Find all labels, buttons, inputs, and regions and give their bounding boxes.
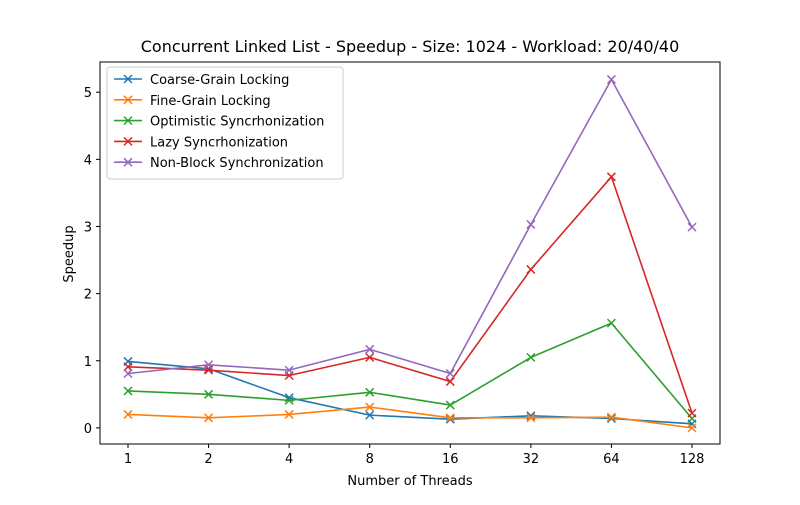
- data-point: [606, 318, 616, 328]
- y-tick-label: 1: [84, 355, 92, 370]
- data-point: [445, 400, 455, 410]
- data-point: [123, 386, 133, 396]
- data-point: [365, 387, 375, 397]
- data-point: [687, 222, 697, 232]
- data-point: [123, 409, 133, 419]
- y-tick-label: 4: [84, 153, 92, 168]
- legend-label: Optimistic Syncrhonization: [150, 115, 324, 130]
- data-point: [526, 352, 536, 362]
- x-tick-label: 8: [366, 452, 374, 467]
- x-tick-label: 32: [523, 452, 540, 467]
- chart-title: Concurrent Linked List - Speedup - Size:…: [141, 37, 680, 56]
- data-point: [606, 412, 616, 422]
- series-4: [123, 74, 697, 379]
- data-point: [526, 413, 536, 423]
- x-tick-label: 4: [285, 452, 293, 467]
- data-point: [526, 219, 536, 229]
- data-point: [365, 402, 375, 412]
- y-tick-label: 0: [84, 422, 92, 437]
- legend-label: Fine-Grain Locking: [150, 94, 271, 109]
- legend-box: [106, 66, 344, 180]
- axes-layer: 1 2 4 8 16 32 64 128 0 1 2 3 4 5: [84, 61, 721, 467]
- legend-entry: Coarse-Grain Locking: [114, 73, 289, 88]
- legend-entry: Lazy Syncrhonization: [114, 135, 288, 150]
- data-point: [284, 409, 294, 419]
- data-point: [606, 172, 616, 182]
- x-tick-label: 1: [124, 452, 132, 467]
- legend-label: Lazy Syncrhonization: [150, 135, 288, 150]
- x-tick-label: 2: [204, 452, 212, 467]
- legend-entry: Non-Block Synchronization: [114, 156, 324, 171]
- legend-marker: [123, 95, 133, 105]
- series-line: [127, 406, 693, 429]
- legend-label: Non-Block Synchronization: [150, 156, 324, 171]
- data-point: [365, 410, 375, 420]
- data-point: [365, 344, 375, 354]
- legend-marker: [123, 74, 133, 84]
- data-point: [123, 362, 133, 372]
- plot-frame: [99, 61, 721, 445]
- series-3: [123, 172, 697, 418]
- data-point: [445, 368, 455, 379]
- y-tick-label: 3: [84, 220, 92, 235]
- data-point: [204, 360, 214, 370]
- data-point: [687, 408, 697, 418]
- series-line: [127, 176, 693, 414]
- data-point: [204, 364, 214, 374]
- data-point: [445, 413, 455, 423]
- series-line: [127, 322, 693, 420]
- data-point: [204, 413, 214, 423]
- x-tick-label: 128: [680, 452, 705, 467]
- legend-marker: [123, 116, 133, 126]
- series-1: [123, 402, 697, 433]
- series-2: [123, 318, 697, 424]
- legend-entry: Optimistic Syncrhonization: [114, 115, 324, 130]
- data-point: [445, 377, 455, 387]
- y-axis-title: Speedup: [62, 225, 77, 282]
- legend-label: Coarse-Grain Locking: [150, 73, 289, 88]
- data-point: [526, 264, 536, 274]
- y-tick-label: 5: [84, 86, 92, 101]
- data-point: [365, 352, 375, 362]
- legend-entry: Fine-Grain Locking: [114, 94, 271, 109]
- data-point: [284, 395, 294, 405]
- x-tick-label: 16: [442, 452, 459, 467]
- data-point: [123, 368, 133, 379]
- legend: Coarse-Grain Locking Fine-Grain Locking Op…: [106, 66, 344, 180]
- data-point: [445, 414, 455, 424]
- data-point: [204, 389, 214, 399]
- data-point: [606, 413, 616, 424]
- data-point: [687, 423, 697, 433]
- series-layer: [123, 74, 697, 433]
- x-axis-title: Number of Threads: [347, 474, 472, 489]
- data-point: [284, 365, 294, 375]
- series-line: [127, 78, 693, 375]
- data-point: [606, 74, 616, 84]
- y-tick-label: 2: [84, 288, 92, 303]
- legend-marker: [123, 136, 133, 146]
- legend-marker: [123, 157, 133, 167]
- x-tick-label: 64: [603, 452, 620, 467]
